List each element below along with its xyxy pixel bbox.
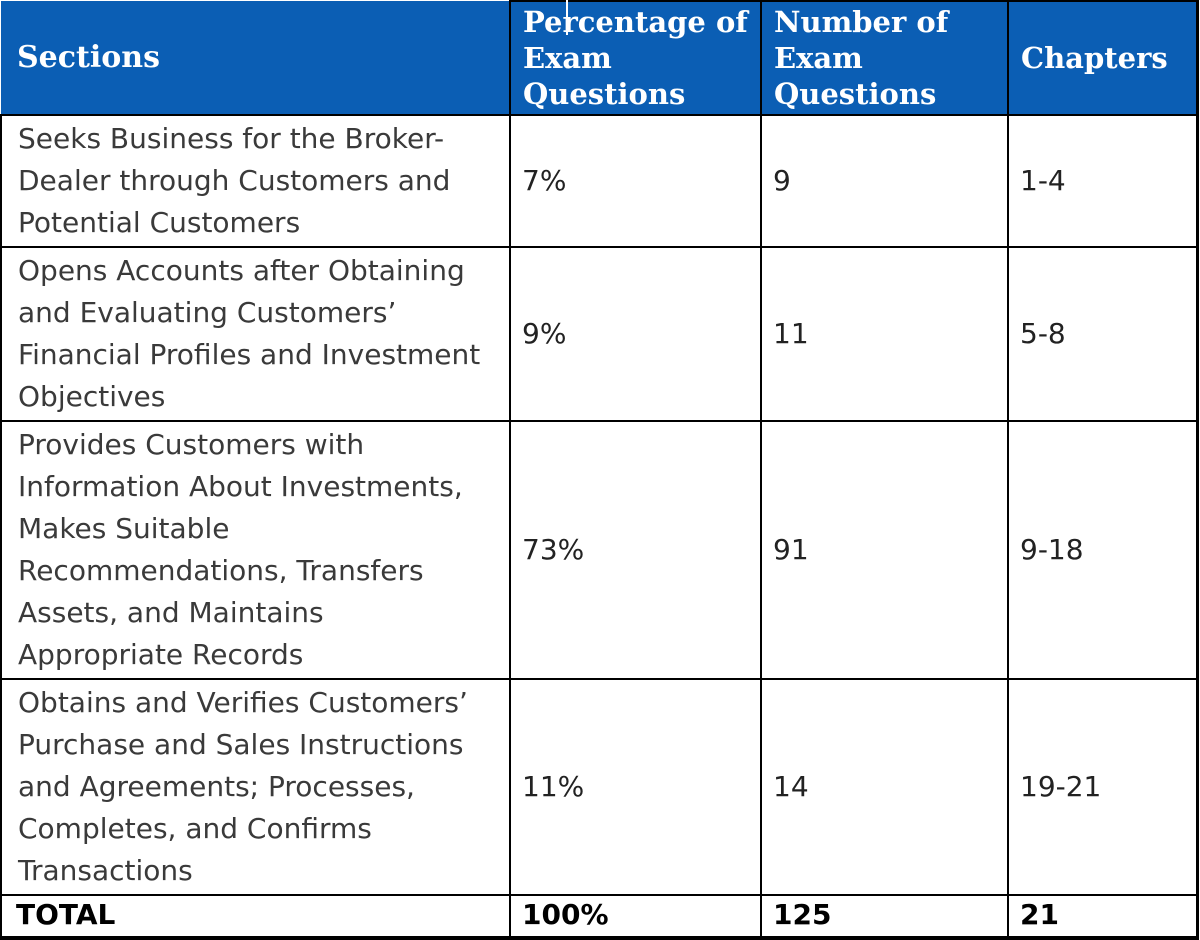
row-4-percentage-cell[interactable]: 11% [509,678,762,896]
row-3-section-cell[interactable]: Provides Customers with Information Abou… [0,420,511,680]
header-cell-number[interactable]: Number of Exam Questions [760,0,1009,116]
table-row: Obtains and Verifies Customers’ Purchase… [0,678,1199,896]
row-1-percentage-cell[interactable]: 7% [509,114,762,248]
table-row: Provides Customers with Information Abou… [0,420,1199,680]
row-2-number-cell[interactable]: 11 [760,246,1009,422]
text-cursor [566,0,568,35]
row-2-percentage-cell[interactable]: 9% [509,246,762,422]
total-row: TOTAL 100% 125 21 [0,894,1199,940]
row-2-section-cell[interactable]: Opens Accounts after Obtaining and Evalu… [0,246,511,422]
header-cell-chapters[interactable]: Chapters [1007,0,1199,116]
row-4-number-cell[interactable]: 14 [760,678,1009,896]
row-4-chapters-cell[interactable]: 19-21 [1007,678,1199,896]
row-4-section-cell[interactable]: Obtains and Verifies Customers’ Purchase… [0,678,511,896]
total-number-cell[interactable]: 125 [760,894,1009,940]
row-2-chapters-cell[interactable]: 5-8 [1007,246,1199,422]
header-cell-percentage[interactable]: Percentage of Exam Questions [509,0,762,116]
row-3-chapters-cell[interactable]: 9-18 [1007,420,1199,680]
row-3-number-cell[interactable]: 91 [760,420,1009,680]
row-1-number-cell[interactable]: 9 [760,114,1009,248]
header-cell-sections[interactable]: Sections [1,1,511,116]
table-row: Seeks Business for the Broker- Dealer th… [0,114,1199,248]
header-row: Sections Percentage of Exam Questions Nu… [1,0,1199,116]
row-1-chapters-cell[interactable]: 1-4 [1007,114,1199,248]
total-percentage-cell[interactable]: 100% [509,894,762,940]
table-row: Opens Accounts after Obtaining and Evalu… [0,246,1199,422]
row-3-percentage-cell[interactable]: 73% [509,420,762,680]
row-1-section-cell[interactable]: Seeks Business for the Broker- Dealer th… [0,114,511,248]
total-label-cell[interactable]: TOTAL [0,894,511,940]
total-chapters-cell[interactable]: 21 [1007,894,1199,940]
